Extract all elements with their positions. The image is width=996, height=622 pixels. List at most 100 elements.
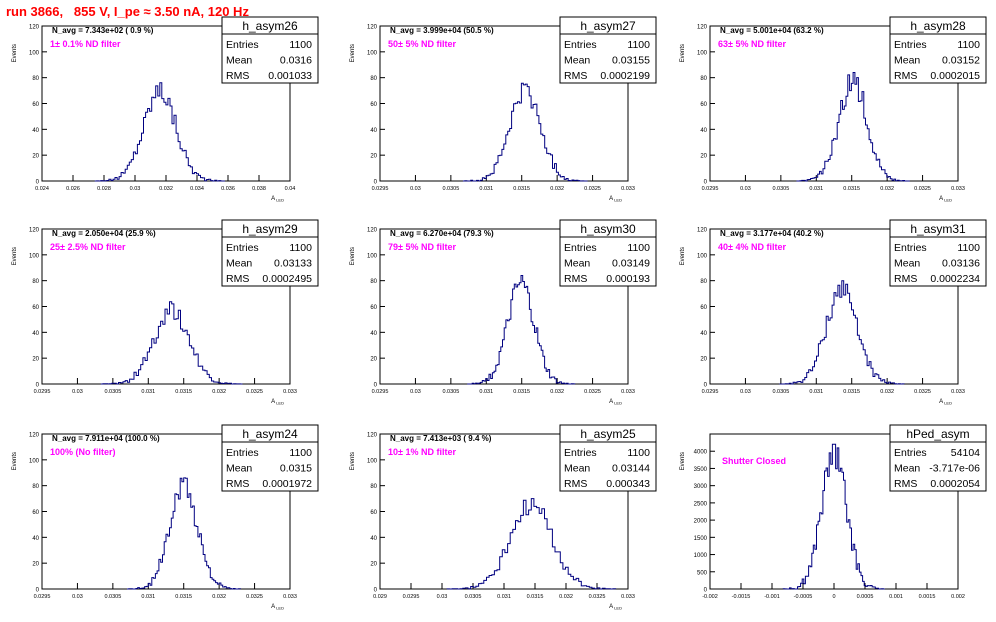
stats-label: Mean — [226, 258, 252, 270]
stats-label: RMS — [894, 273, 917, 285]
y-axis-label: Events — [12, 452, 18, 470]
stats-label: Entries — [564, 447, 597, 459]
x-tick-label: 0.03 — [130, 186, 141, 192]
histogram-panel-h_asym29: 0 20 40 60 80 100 120 0.0295 0.03 0.0305 0.031 0.03… — [12, 219, 319, 406]
y-tick-label: 60 — [32, 102, 39, 108]
y-tick-label: 120 — [367, 228, 378, 234]
y-tick-label: 0 — [36, 383, 40, 389]
filter-note: 10± 1% ND filter — [388, 447, 456, 457]
y-tick-label: 20 — [370, 357, 377, 363]
x-tick-label: 0.024 — [35, 186, 49, 192]
navg-label: N_avg = 3.177e+04 (40.2 %) — [720, 229, 824, 238]
x-tick-label: 0.036 — [221, 186, 235, 192]
stats-value: 1100 — [957, 242, 980, 254]
x-axis-label: A LED — [609, 604, 622, 611]
stats-value: 1100 — [289, 242, 312, 254]
x-axis-label: A LED — [271, 604, 284, 611]
stats-value: 0.03149 — [612, 258, 650, 270]
x-tick-label: 0.0305 — [772, 389, 789, 395]
x-tick-label: 0.033 — [951, 389, 965, 395]
y-tick-label: 80 — [32, 279, 39, 285]
y-tick-label: 100 — [697, 253, 708, 259]
navg-label: N_avg = 7.911e+04 (100.0 %) — [52, 434, 160, 443]
stats-label: RMS — [894, 70, 917, 82]
x-axis-label: A LED — [609, 196, 622, 203]
y-axis-label: Events — [680, 452, 686, 470]
x-tick-label: 0.031 — [479, 186, 493, 192]
y-axis-label: Events — [350, 247, 356, 265]
stats-label: RMS — [564, 478, 587, 490]
x-tick-label: 0.026 — [66, 186, 80, 192]
y-tick-label: 60 — [700, 102, 707, 108]
x-tick-label: 0.03 — [437, 594, 448, 600]
navg-label: N_avg = 5.001e+04 (63.2 %) — [720, 26, 824, 35]
x-tick-label: 0.0305 — [104, 594, 121, 600]
x-tick-label: 0.0305 — [442, 389, 459, 395]
x-tick-label: 0.0305 — [465, 594, 482, 600]
y-axis-label: Events — [680, 247, 686, 265]
x-tick-label: -0.0015 — [732, 594, 751, 600]
y-tick-label: 3000 — [694, 484, 708, 490]
histogram-line — [779, 280, 905, 385]
y-tick-label: 20 — [32, 357, 39, 363]
y-tick-label: 0 — [704, 180, 708, 186]
histogram-panel-h_asym27: 0 20 40 60 80 100 120 0.0295 0.03 0.0305 0.031 0.03… — [350, 16, 657, 203]
stats-box — [889, 219, 987, 287]
navg-label: N_avg = 7.413e+03 ( 9.4 %) — [390, 434, 492, 443]
x-tick-label: 0.03 — [72, 389, 83, 395]
filter-note: 40± 4% ND filter — [718, 242, 786, 252]
histogram-panel-hPed_asym: 0 500 1000 1500 2000 2500 3000 3500 4000 -0.002 -0… — [680, 424, 987, 600]
x-tick-label: 0.0305 — [104, 389, 121, 395]
filter-note: 100% (No filter) — [50, 447, 116, 457]
y-tick-label: 40 — [370, 128, 377, 134]
stats-title: h_asym27 — [580, 19, 636, 33]
x-tick-label: 0.04 — [285, 186, 296, 192]
stats-label: RMS — [226, 273, 249, 285]
stats-label: Entries — [894, 39, 927, 51]
x-tick-label: 0.0015 — [919, 594, 936, 600]
y-tick-label: 4000 — [694, 450, 708, 456]
y-tick-label: 0 — [374, 383, 378, 389]
stats-label: Mean — [894, 463, 920, 475]
stats-value: -3.717e-06 — [929, 463, 980, 475]
y-tick-label: 3500 — [694, 467, 708, 473]
stats-title: h_asym29 — [242, 222, 298, 236]
stats-value: 1100 — [289, 39, 312, 51]
x-tick-label: 0.0325 — [914, 389, 931, 395]
x-tick-label: 0.033 — [283, 389, 297, 395]
x-tick-label: 0.032 — [159, 186, 173, 192]
y-tick-label: 20 — [370, 562, 377, 568]
y-tick-label: 80 — [32, 484, 39, 490]
x-tick-label: 0.0315 — [843, 389, 860, 395]
x-tick-label: 0.032 — [880, 186, 894, 192]
stats-title: h_asym25 — [580, 427, 636, 441]
y-tick-label: 20 — [370, 154, 377, 160]
x-tick-label: 0.03 — [740, 389, 751, 395]
x-tick-label: 0.0305 — [772, 186, 789, 192]
stats-label: Entries — [894, 447, 927, 459]
y-tick-label: 0 — [704, 588, 708, 594]
stats-value: 0.0316 — [280, 55, 312, 67]
filter-note: Shutter Closed — [722, 456, 786, 466]
x-tick-label: -0.002 — [702, 594, 718, 600]
x-tick-label: 0.033 — [621, 389, 635, 395]
x-tick-label: 0.0315 — [843, 186, 860, 192]
stats-label: Entries — [226, 242, 259, 254]
y-tick-label: 20 — [32, 562, 39, 568]
x-tick-label: 0.0295 — [702, 186, 719, 192]
stats-value: 0.0002234 — [930, 273, 980, 285]
y-tick-label: 100 — [367, 253, 378, 259]
y-tick-label: 40 — [700, 128, 707, 134]
y-tick-label: 20 — [700, 154, 707, 160]
stats-value: 0.000193 — [606, 273, 650, 285]
x-tick-label: 0.031 — [497, 594, 511, 600]
filter-note: 50± 5% ND filter — [388, 39, 456, 49]
stats-title: h_asym26 — [242, 19, 298, 33]
stats-value: 0.03155 — [612, 55, 650, 67]
y-tick-label: 0 — [374, 588, 378, 594]
y-axis-label: Events — [350, 44, 356, 62]
histogram-line — [782, 443, 885, 590]
y-axis-label: Events — [350, 452, 356, 470]
y-tick-label: 20 — [32, 154, 39, 160]
